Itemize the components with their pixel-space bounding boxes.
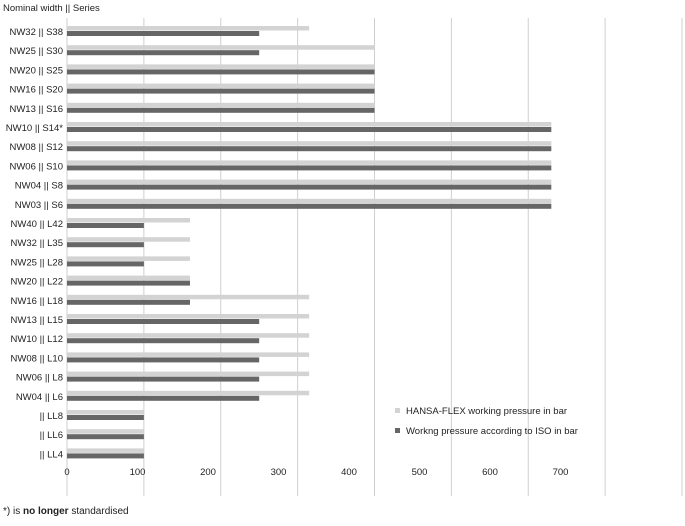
bar-hansa-flex: [67, 294, 310, 300]
bar-iso: [67, 88, 375, 94]
category-label: || LL4: [40, 449, 63, 460]
bar-hansa-flex: [67, 218, 190, 223]
bar-hansa-flex: [67, 122, 552, 127]
footnote-prefix: *) is: [3, 506, 23, 517]
bar-iso: [67, 261, 144, 267]
bar-iso: [67, 223, 144, 228]
bar-hansa-flex: [67, 179, 552, 185]
bar-hansa-flex: [67, 102, 375, 108]
bar-iso: [67, 165, 552, 171]
bar-hansa-flex: [67, 26, 310, 31]
bar-hansa-flex: [67, 352, 310, 357]
bar-hansa-flex: [67, 333, 310, 338]
pressure-bar-chart: NW32 || S38 NW25 || S30 NW20 || S25 NW16 ||…: [6, 18, 683, 496]
bars: [67, 26, 552, 459]
category-label: NW10 || L12: [11, 334, 63, 345]
bar-iso: [67, 434, 144, 440]
bar-iso: [67, 319, 260, 324]
legend-label: Workng pressure according to ISO in bar: [406, 426, 578, 437]
x-tick-label: 200: [200, 467, 216, 478]
category-label: NW10 || S14*: [6, 123, 64, 134]
bar-iso: [67, 376, 260, 382]
legend-label: HANSA-FLEX working pressure in bar: [406, 406, 567, 417]
category-label: NW13 || S16: [9, 104, 63, 115]
footnote-suffix: standardised: [68, 506, 129, 517]
x-tick-label: 100: [130, 467, 146, 478]
bar-hansa-flex: [67, 275, 190, 281]
bar-iso: [67, 299, 190, 305]
bar-iso: [67, 395, 260, 401]
category-label: NW20 || S25: [9, 65, 63, 76]
legend-swatch: [395, 428, 400, 433]
bar-iso: [67, 357, 260, 363]
bar-iso: [67, 69, 375, 75]
category-label: NW08 || S12: [9, 142, 63, 153]
bar-iso: [67, 184, 552, 190]
category-label: NW25 || L28: [11, 257, 63, 268]
bar-iso: [67, 415, 144, 420]
category-label: NW04 || L6: [16, 392, 63, 403]
category-label: NW16 || S20: [9, 85, 63, 96]
footnote: *) is no longer standardised: [3, 506, 129, 517]
bar-iso: [67, 31, 260, 36]
bar-iso: [67, 453, 144, 459]
bar-iso: [67, 203, 552, 209]
bar-hansa-flex: [67, 390, 310, 396]
bar-hansa-flex: [67, 371, 310, 377]
bar-hansa-flex: [67, 83, 375, 89]
category-label: NW13 || L15: [11, 315, 63, 326]
bar-hansa-flex: [67, 448, 144, 453]
category-labels: NW32 || S38 NW25 || S30 NW20 || S25 NW16 ||…: [6, 27, 64, 460]
bar-iso: [67, 338, 260, 344]
category-label: || LL8: [40, 411, 63, 422]
category-label: NW16 || L18: [11, 296, 63, 307]
bar-hansa-flex: [67, 429, 144, 434]
x-tick-label: 700: [553, 467, 569, 478]
category-label: NW04 || S8: [15, 181, 63, 192]
x-tick-label: 600: [482, 467, 498, 478]
category-label: NW40 || L42: [11, 219, 63, 230]
footnote-bold: no longer: [23, 506, 69, 517]
bar-iso: [67, 242, 144, 248]
bar-iso: [67, 280, 190, 286]
category-label: NW32 || L35: [11, 238, 63, 249]
legend-swatch: [395, 408, 400, 413]
bar-hansa-flex: [67, 314, 310, 319]
x-tick-labels: 0 100 200 300 400 500 600 700: [64, 467, 568, 478]
category-label: NW32 || S38: [9, 27, 63, 38]
bar-iso: [67, 50, 260, 56]
bar-iso: [67, 127, 552, 132]
legend: HANSA-FLEX working pressure in bar Workng…: [395, 406, 578, 437]
bar-hansa-flex: [67, 256, 190, 261]
bar-hansa-flex: [67, 198, 552, 204]
category-label: NW06 || S10: [9, 161, 63, 172]
x-tick-label: 0: [64, 467, 69, 478]
bar-iso: [67, 107, 375, 113]
category-label: NW20 || L22: [11, 277, 63, 288]
bar-hansa-flex: [67, 64, 375, 69]
bar-hansa-flex: [67, 45, 375, 50]
category-label: NW08 || L10: [11, 353, 63, 364]
y-axis-header: Nominal width || Series: [3, 3, 100, 14]
category-label: NW25 || S30: [9, 46, 63, 57]
category-label: NW03 || S6: [15, 200, 63, 211]
bar-hansa-flex: [67, 410, 144, 415]
bar-hansa-flex: [67, 237, 190, 242]
x-tick-label: 300: [271, 467, 287, 478]
category-label: || LL6: [40, 430, 63, 441]
bar-iso: [67, 146, 552, 152]
bar-hansa-flex: [67, 141, 552, 146]
category-label: NW06 || L8: [16, 373, 63, 384]
x-tick-label: 500: [412, 467, 428, 478]
x-tick-label: 400: [341, 467, 357, 478]
bar-hansa-flex: [67, 160, 552, 165]
